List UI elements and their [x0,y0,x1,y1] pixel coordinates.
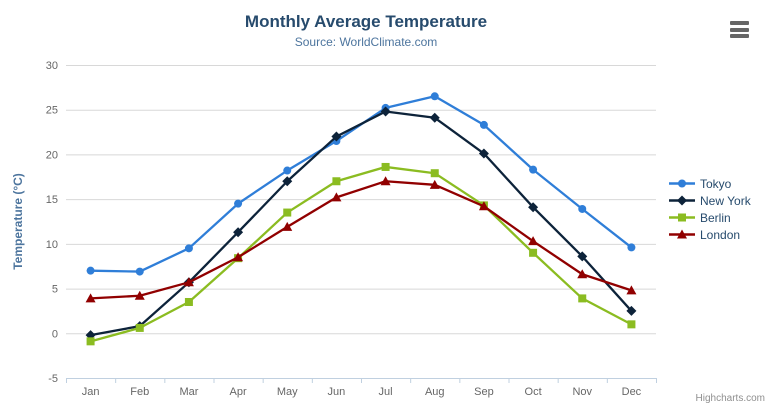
data-point[interactable] [380,106,391,117]
data-point[interactable] [529,248,538,257]
data-point[interactable] [577,269,588,279]
series-line-new-york [90,110,633,337]
context-menu-button[interactable] [730,21,749,38]
data-point[interactable] [578,294,587,303]
data-point[interactable] [184,244,193,253]
data-point[interactable] [282,176,293,187]
data-point[interactable] [85,293,96,303]
data-point[interactable] [331,131,342,142]
tokyo-circle-icon [669,179,695,188]
x-axis-label: Mar [179,386,198,398]
data-point[interactable] [183,277,194,287]
data-point[interactable] [577,251,588,262]
data-point[interactable] [479,120,488,129]
y-axis-label: 25 [46,105,58,117]
data-point[interactable] [134,290,145,300]
data-point[interactable] [86,337,95,346]
legend-label: New York [700,193,751,208]
data-point[interactable] [86,266,95,275]
data-point[interactable] [184,297,193,306]
y-axis-title: Temperature (°C) [11,173,25,270]
x-axis-label: Sep [474,386,494,398]
data-point[interactable] [478,201,489,211]
hamburger-icon [730,34,749,38]
data-point[interactable] [429,179,440,189]
hamburger-icon [730,27,749,32]
data-point[interactable] [430,92,439,101]
data-point[interactable] [430,169,439,178]
data-point[interactable] [678,179,686,188]
data-point[interactable] [528,236,539,246]
y-axis-label: 5 [52,284,58,296]
data-point[interactable] [626,305,637,316]
x-axis-label: Nov [572,386,592,398]
new-york-diamond-icon [669,195,695,206]
data-point[interactable] [381,162,390,171]
y-axis-label: 0 [52,328,58,340]
series-line-berlin [90,165,632,343]
legend-item-new-york[interactable]: New York [669,192,751,209]
data-point[interactable] [528,202,539,213]
chart-title: Monthly Average Temperature [244,12,488,31]
legend-label: London [700,227,741,242]
data-point[interactable] [331,192,342,202]
data-point[interactable] [380,176,391,186]
legend-label: Berlin [700,210,731,225]
data-point[interactable] [478,148,489,159]
x-axis-label: Feb [130,386,149,398]
chart-subtitle: Source: WorldClimate.com [294,35,438,49]
series-new-york [85,106,637,341]
legend-item-london[interactable]: London [669,226,751,243]
x-axis-label: May [277,386,298,398]
series-line-tokyo [90,95,633,273]
x-axis-label: Dec [622,386,642,398]
berlin-square-icon [669,213,695,222]
data-point[interactable] [233,252,244,262]
series-line-london [90,180,632,300]
data-point[interactable] [234,199,243,208]
data-point[interactable] [283,166,292,175]
data-point[interactable] [332,177,341,186]
hamburger-icon [730,21,749,25]
y-axis-label: 15 [46,194,58,206]
legend-label: Tokyo [700,176,732,191]
data-point[interactable] [135,267,144,276]
y-axis-label: 20 [46,149,58,161]
data-point[interactable] [678,213,686,222]
london-triangle-icon [669,229,695,239]
x-axis-label: Apr [230,386,247,398]
data-point[interactable] [626,285,637,295]
data-point[interactable] [627,243,636,252]
x-axis-label: Jan [82,386,100,398]
y-axis-label: 30 [46,60,58,72]
data-point[interactable] [282,221,293,231]
credits-link[interactable]: Highcharts.com [695,393,765,404]
data-point[interactable] [627,320,636,329]
x-axis-label: Oct [525,386,542,398]
data-point[interactable] [677,229,687,239]
data-point[interactable] [429,112,440,123]
x-axis-label: Jul [379,386,393,398]
data-point[interactable] [677,195,687,206]
data-point[interactable] [578,204,587,213]
x-axis-label: Aug [425,386,445,398]
data-point[interactable] [135,323,144,332]
y-axis-label: 10 [46,239,58,251]
data-point[interactable] [283,208,292,217]
series-london [85,176,637,303]
data-point[interactable] [529,165,538,174]
y-axis-label: -5 [48,373,58,385]
x-axis-label: Jun [328,386,346,398]
legend-item-berlin[interactable]: Berlin [669,209,751,226]
data-point[interactable] [233,227,244,238]
legend-item-tokyo[interactable]: Tokyo [669,175,751,192]
series-tokyo [86,92,636,276]
legend: Tokyo New York Berlin London [669,175,751,243]
